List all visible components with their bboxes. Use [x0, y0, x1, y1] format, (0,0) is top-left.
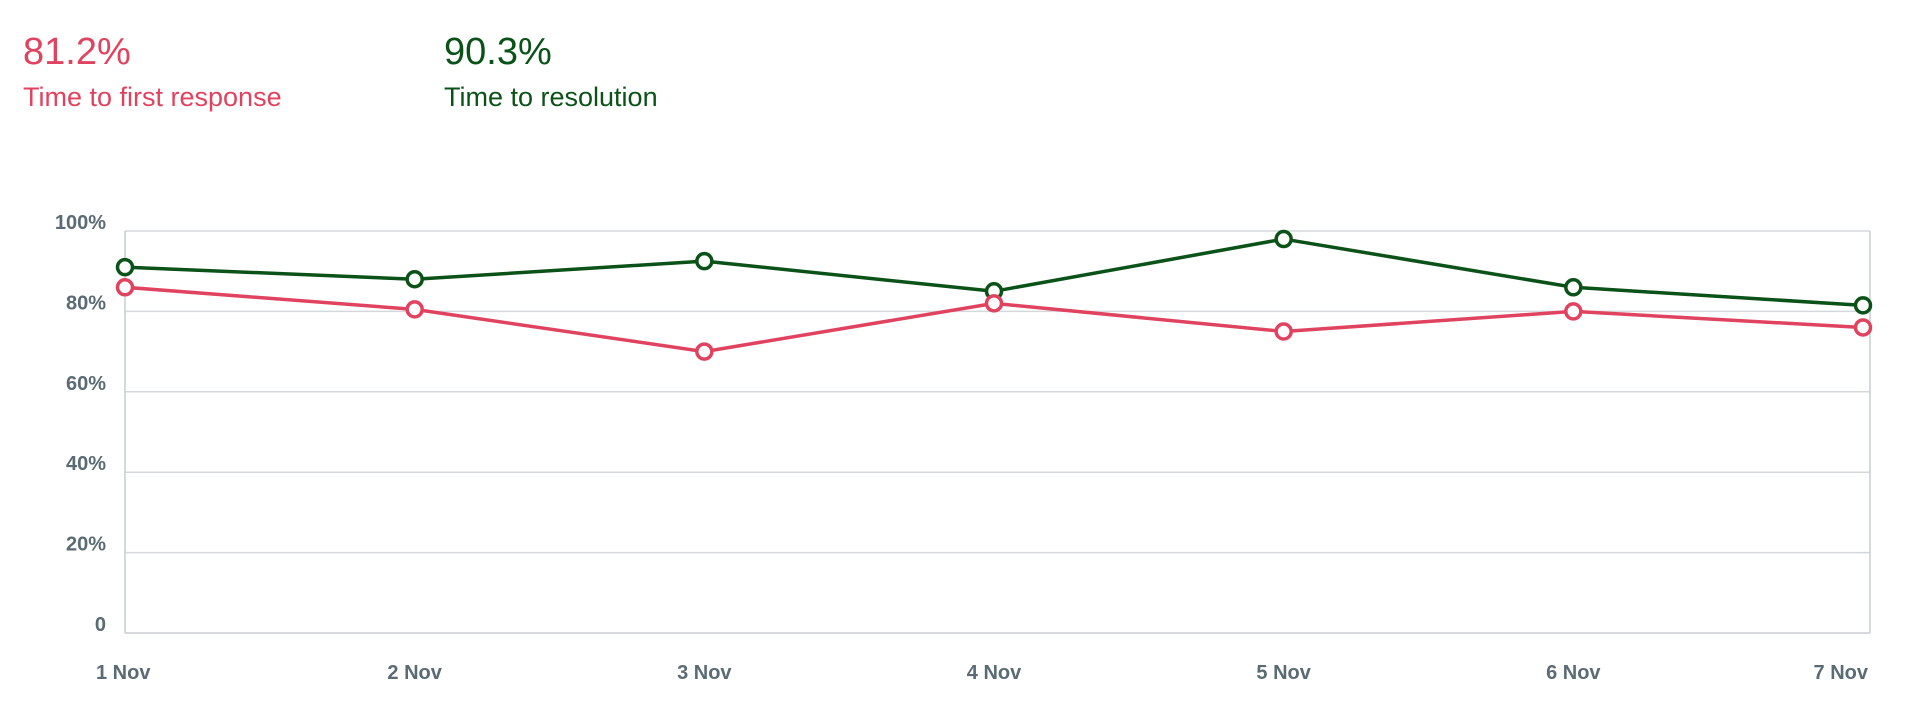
- y-tick-label: 100%: [55, 212, 106, 234]
- x-tick-label: 3 Nov: [677, 662, 732, 684]
- data-point-resolution[interactable]: [1274, 229, 1293, 249]
- data-point-first_response[interactable]: [115, 278, 135, 297]
- y-tick-label: 80%: [66, 292, 106, 314]
- kpi-first-response-value: 81.2%: [23, 31, 131, 73]
- data-point-resolution[interactable]: [405, 269, 424, 289]
- x-tick-label: 5 Nov: [1256, 662, 1311, 684]
- data-point-resolution[interactable]: [1564, 278, 1583, 297]
- kpi-resolution-value: 90.3%: [444, 31, 552, 73]
- y-tick-label: 20%: [66, 534, 106, 556]
- data-point-resolution[interactable]: [695, 251, 714, 271]
- data-point-first_response[interactable]: [1274, 322, 1293, 341]
- data-point-first_response[interactable]: [984, 294, 1004, 313]
- kpi-first-response-label: Time to first response: [23, 82, 282, 112]
- x-tick-label: 4 Nov: [967, 662, 1022, 684]
- data-point-first_response[interactable]: [1564, 302, 1583, 321]
- data-point-resolution[interactable]: [1853, 296, 1873, 315]
- y-tick-label: 0: [95, 614, 106, 636]
- y-tick-label: 40%: [66, 453, 106, 475]
- data-point-first_response[interactable]: [1853, 318, 1873, 337]
- y-axis-ticks: 0 20% 40% 60% 80% 100%: [55, 212, 106, 636]
- kpi-resolution-label: Time to resolution: [444, 82, 658, 112]
- x-tick-label: 1 Nov: [96, 662, 151, 684]
- y-tick-label: 60%: [66, 373, 106, 395]
- x-tick-label: 7 Nov: [1814, 662, 1869, 684]
- x-tick-label: 2 Nov: [387, 662, 442, 684]
- kpi-resolution: 90.3% Time to resolution: [444, 28, 658, 114]
- series-points: [115, 229, 1873, 361]
- data-point-first_response[interactable]: [405, 300, 424, 319]
- x-tick-label: 6 Nov: [1546, 662, 1601, 684]
- kpi-first-response: 81.2% Time to first response: [23, 28, 282, 114]
- data-point-first_response[interactable]: [695, 342, 714, 361]
- x-axis-ticks: 1 Nov 2 Nov 3 Nov 4 Nov 5 Nov 6 Nov 7 Nov: [96, 662, 1869, 684]
- data-point-resolution[interactable]: [115, 257, 135, 277]
